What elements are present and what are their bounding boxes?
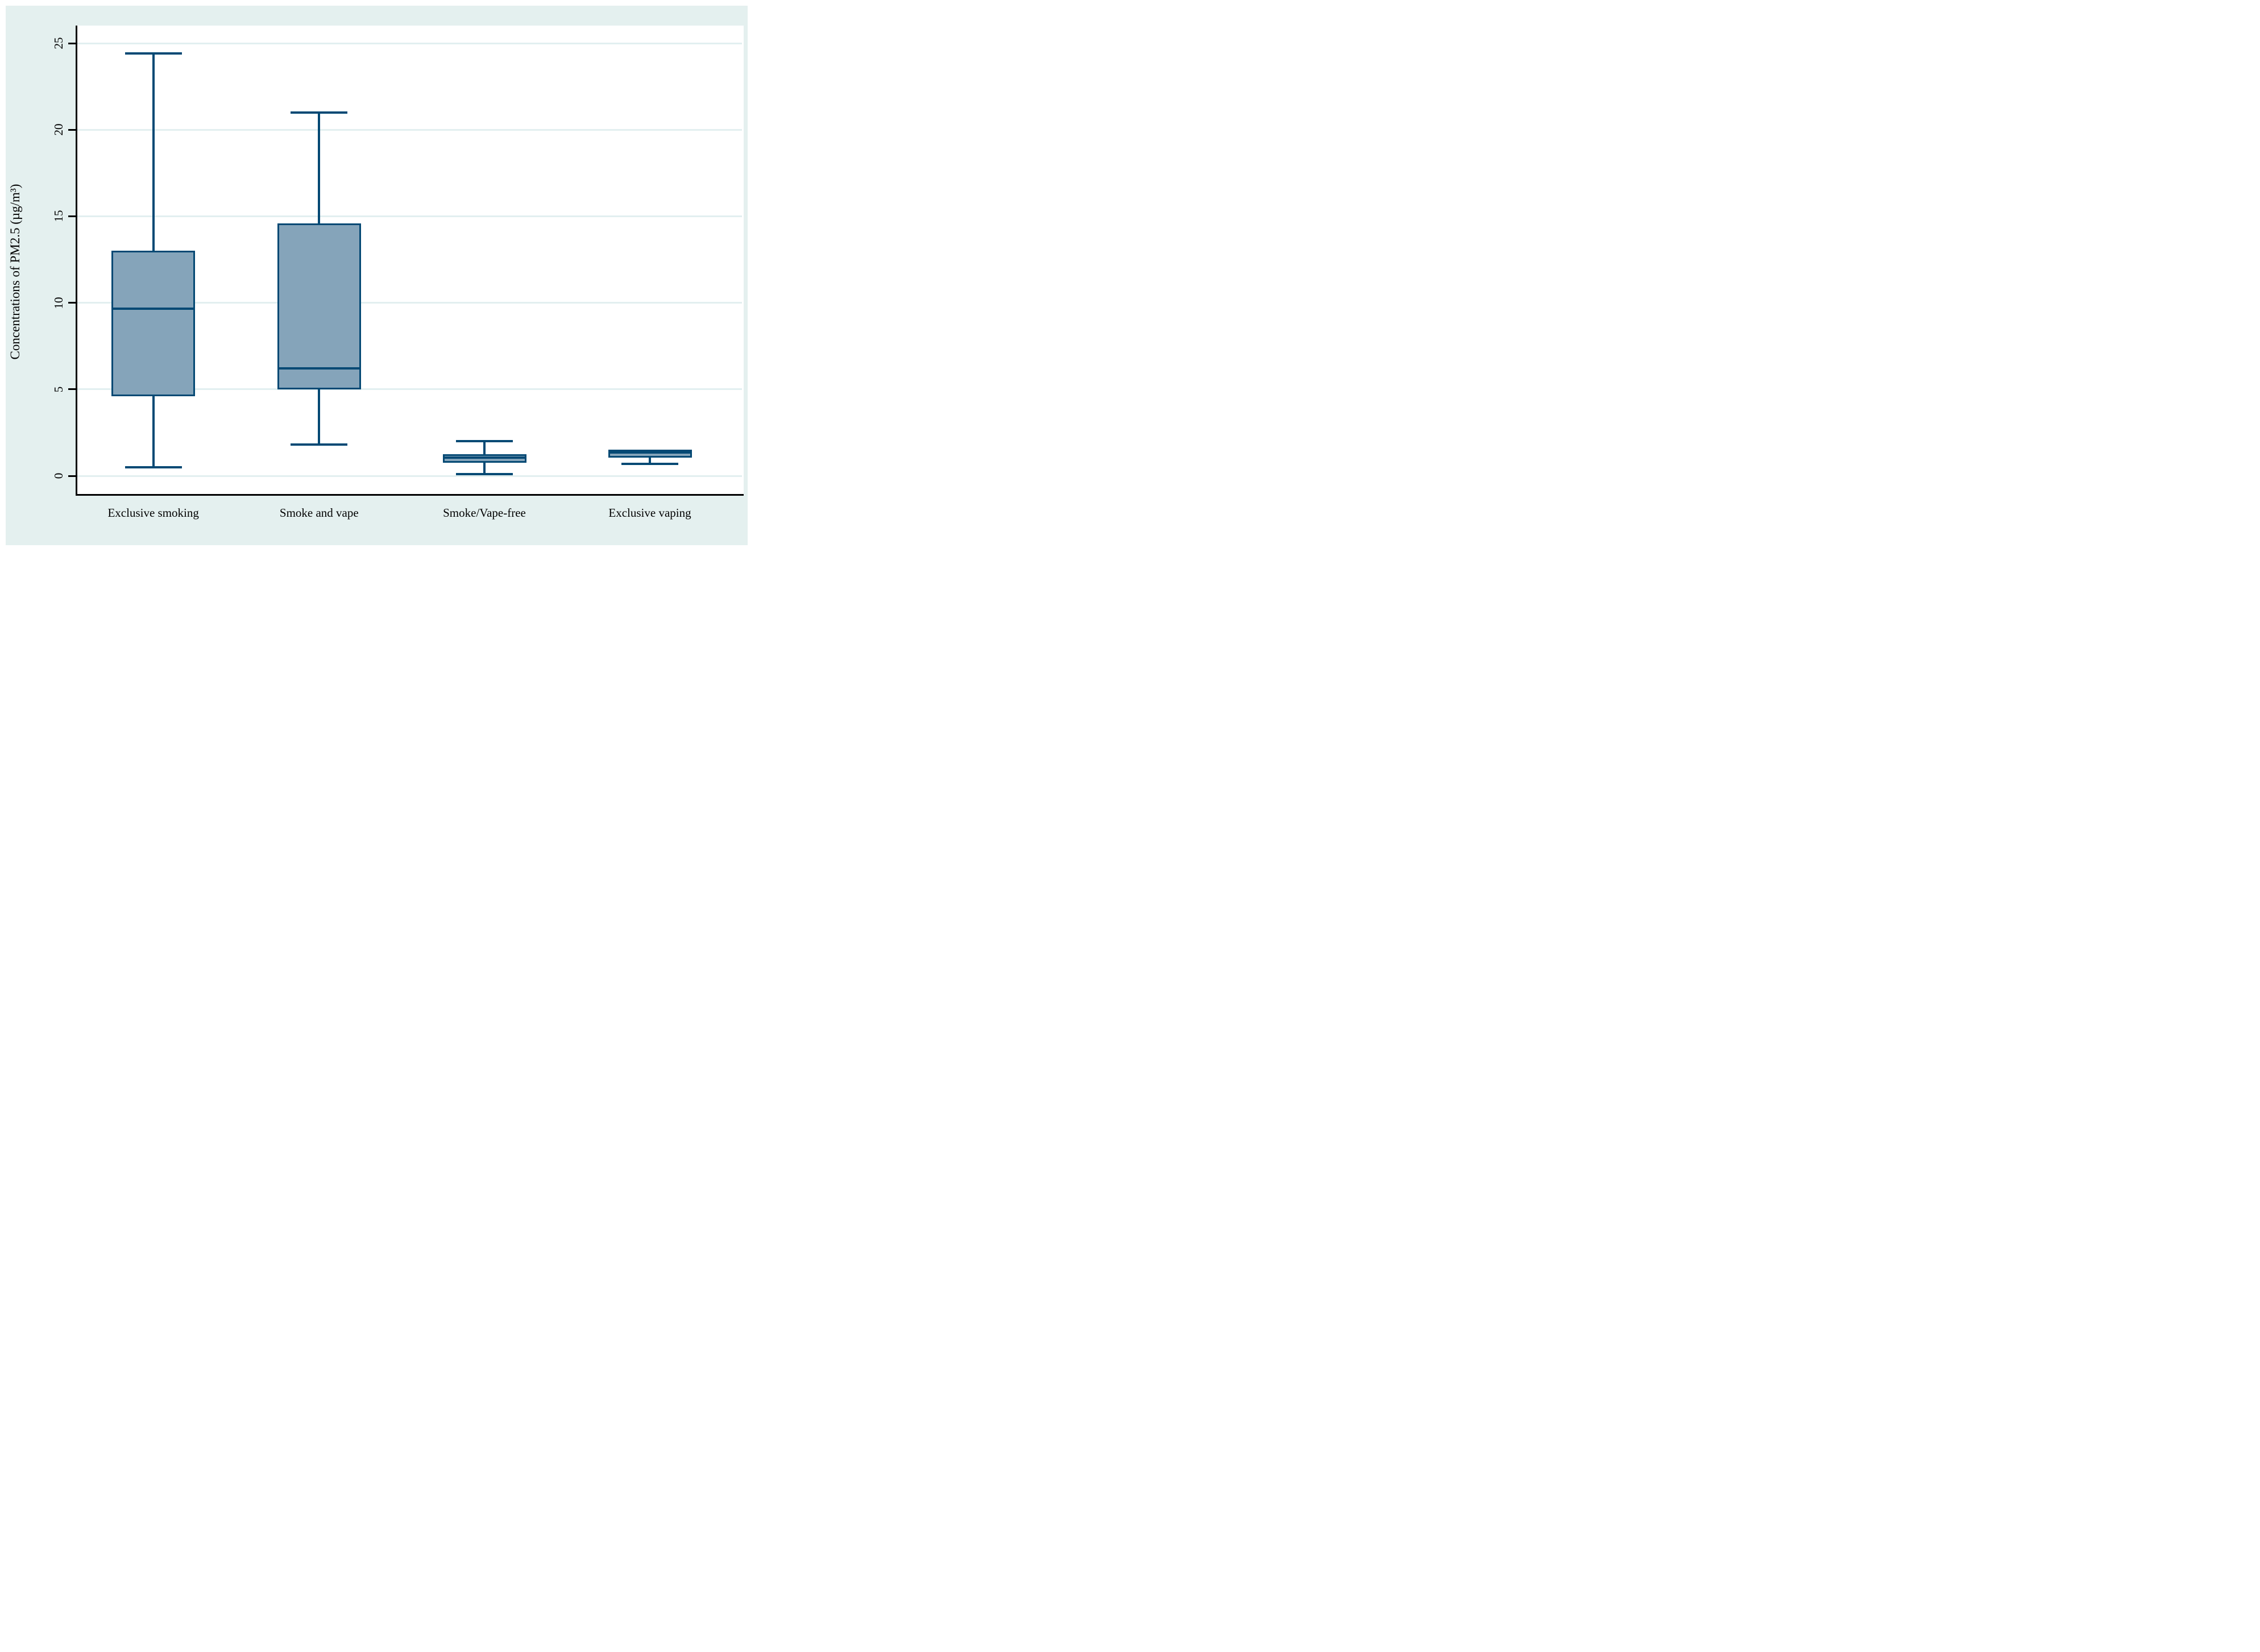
median-exclusive-smoking xyxy=(113,308,194,310)
lower-whisker-exclusive-smoking xyxy=(152,396,155,467)
gridline-y20 xyxy=(77,128,742,131)
gridline-y25 xyxy=(77,42,742,44)
lower-whisker-smoke-vape-free xyxy=(483,463,486,474)
upper-whisker-cap-smoke-vape-free xyxy=(456,440,513,443)
upper-whisker-smoke-vape-free xyxy=(483,441,486,454)
y-axis-title: Concentrations of PM2.5 (µg/m³) xyxy=(8,184,22,360)
y-tick-25 xyxy=(68,42,76,44)
x-category-label-exclusive-smoking: Exclusive smoking xyxy=(107,506,199,520)
y-tick-20 xyxy=(68,128,76,131)
x-category-label-smoke-vape-free: Smoke/Vape-free xyxy=(443,506,526,520)
lower-whisker-cap-smoke-vape-free xyxy=(456,472,513,475)
figure: Concentrations of PM2.5 (µg/m³) 0 5 10 15 20… xyxy=(0,0,753,551)
y-tick-label-0: 0 xyxy=(52,472,65,479)
upper-whisker-cap-exclusive-smoking xyxy=(125,52,182,55)
x-category-label-exclusive-vaping: Exclusive vaping xyxy=(608,506,691,520)
lower-whisker-cap-exclusive-smoking xyxy=(125,466,182,468)
upper-whisker-cap-smoke-and-vape xyxy=(291,111,348,114)
median-smoke-vape-free xyxy=(444,456,525,459)
gridline-y15 xyxy=(77,215,742,217)
y-tick-15 xyxy=(68,215,76,217)
lower-whisker-exclusive-vaping xyxy=(649,458,651,464)
x-category-label-smoke-and-vape: Smoke and vape xyxy=(279,506,359,520)
y-tick-label-10: 10 xyxy=(52,297,65,309)
lower-whisker-cap-smoke-and-vape xyxy=(291,443,348,446)
median-smoke-and-vape xyxy=(279,367,359,370)
gridline-y5 xyxy=(77,388,742,391)
lower-whisker-smoke-and-vape xyxy=(318,389,321,445)
box-smoke-and-vape xyxy=(277,223,361,389)
median-exclusive-vaping xyxy=(609,451,690,454)
gridline-y10 xyxy=(77,302,742,304)
upper-whisker-smoke-and-vape xyxy=(318,112,321,223)
y-tick-label-15: 15 xyxy=(52,210,65,222)
y-tick-label-5: 5 xyxy=(52,386,65,393)
y-tick-label-25: 25 xyxy=(52,37,65,49)
y-tick-label-20: 20 xyxy=(52,123,65,136)
y-tick-10 xyxy=(68,302,76,304)
box-exclusive-smoking xyxy=(111,251,196,396)
upper-whisker-exclusive-smoking xyxy=(152,53,155,251)
gridline-y0 xyxy=(77,475,742,477)
lower-whisker-cap-exclusive-vaping xyxy=(621,462,678,465)
y-tick-0 xyxy=(68,475,76,477)
y-tick-5 xyxy=(68,388,76,391)
